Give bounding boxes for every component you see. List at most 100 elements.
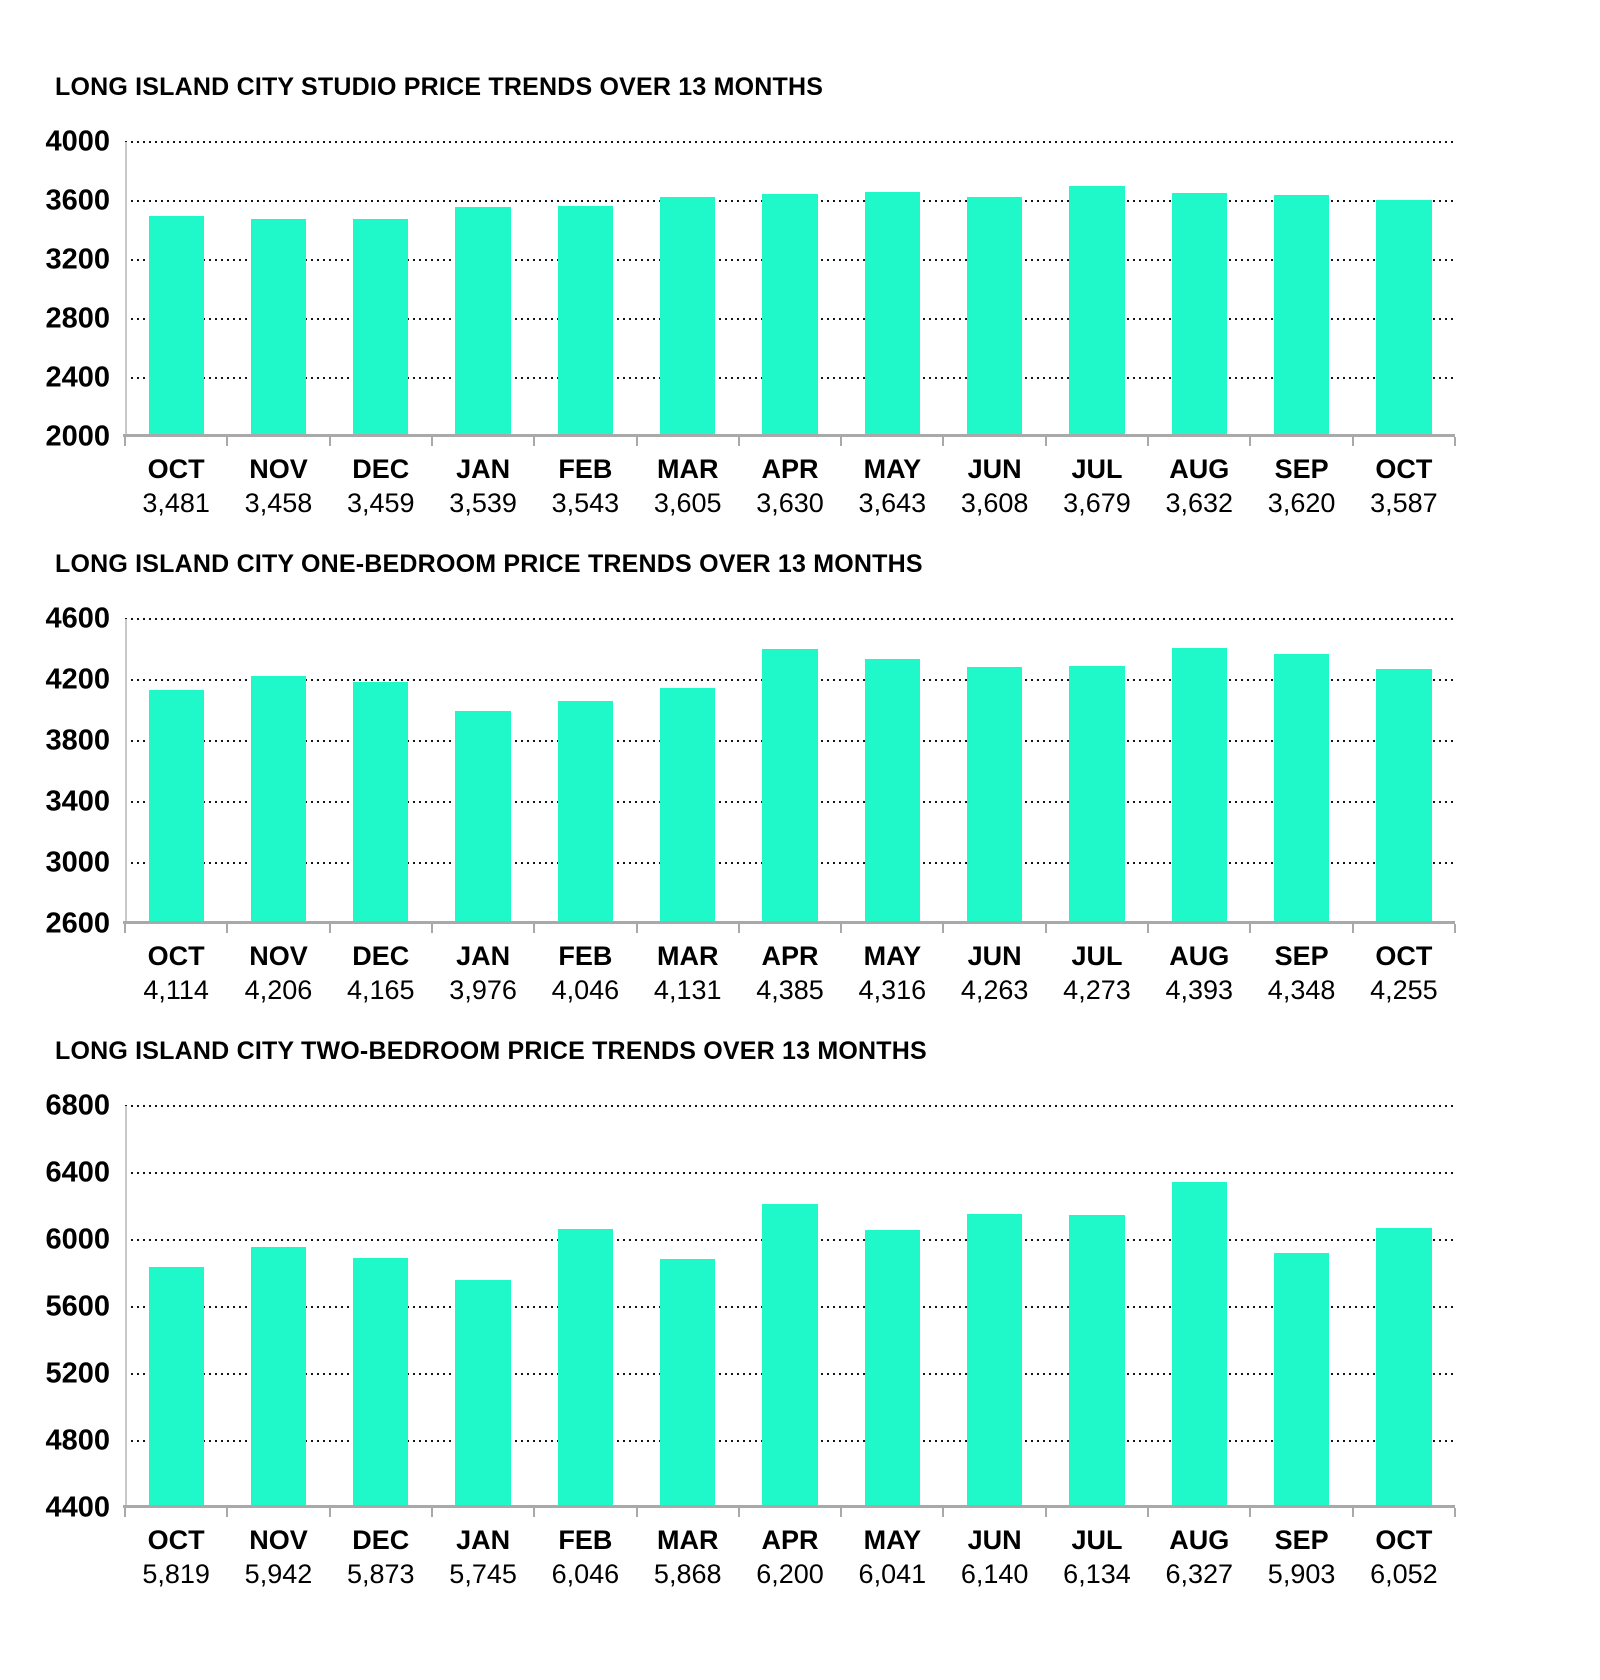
y-axis: 2000 2400 2800 3200 3600 4000 [0,126,110,453]
y-axis: 2600 3000 3400 3800 4200 4600 [0,603,110,940]
x-label-group: DEC 4,165 [330,940,432,1006]
bars-layer [125,142,1455,434]
bar [1171,193,1227,434]
bar-slot [432,619,534,921]
bars-layer [125,619,1455,921]
value-label: 5,942 [244,1559,313,1589]
month-label: SEP [1274,1525,1329,1555]
bar [967,196,1023,434]
value-label: 4,114 [143,975,209,1005]
month-label: OCT [147,941,205,971]
value-label: 3,458 [244,488,313,518]
value-label: 5,903 [1267,1559,1336,1589]
value-label: 4,385 [756,975,824,1005]
value-label: 3,620 [1267,488,1336,518]
bar [455,1279,511,1505]
value-label: 6,200 [756,1559,824,1589]
bar [1376,199,1432,434]
month-label: MAR [656,941,719,971]
x-axis-line [123,1505,1455,1508]
bar-slot [534,1106,636,1505]
x-label-group: OCT 4,255 [1353,940,1455,1006]
bar [1273,195,1330,434]
bar [864,191,920,434]
bar-slot [1148,1106,1250,1505]
value-label: 3,630 [756,488,824,518]
bar [1376,668,1432,921]
x-label-group: AUG 4,393 [1148,940,1250,1006]
month-label: JUN [967,454,1022,484]
month-label: AUG [1169,454,1230,484]
bar [353,218,409,434]
value-label: 4,316 [858,975,927,1005]
bar-slot [1353,142,1455,434]
bar-slot [1250,619,1352,921]
x-axis-tick [1351,924,1354,933]
value-label: 3,632 [1165,488,1234,518]
x-axis-tick [124,437,126,446]
plot-area [123,141,1456,446]
bar [660,687,716,921]
bar [1069,186,1125,434]
month-label: FEB [558,1525,613,1555]
x-axis-tick [124,1508,126,1517]
bar-slot [1046,142,1148,434]
x-label-group: DEC 3,459 [330,453,432,519]
gridline [125,1105,1455,1107]
month-label: FEB [558,941,613,971]
bar-slot [534,142,636,434]
bar [864,1230,920,1505]
bar-slot [739,142,841,434]
value-label: 4,165 [346,975,415,1005]
y-axis-tick-label: 5600 [45,1290,110,1323]
x-label-group: JUL 3,679 [1046,453,1148,519]
x-label-group: JUN 4,263 [944,940,1046,1006]
month-label: AUG [1169,941,1230,971]
x-label-group: NOV 5,942 [227,1524,329,1590]
y-axis-tick-label: 3800 [45,724,110,757]
plot-area [123,1105,1456,1517]
bar-slot [1353,619,1455,921]
y-axis-tick-label: 6400 [45,1156,110,1189]
x-axis-tick [1147,924,1150,933]
month-label: JUL [1071,941,1123,971]
bar-slot [637,142,739,434]
bar-slot [1353,1106,1455,1505]
month-label: MAY [863,454,922,484]
one-bedroom-price-chart: LONG ISLAND CITY ONE-BEDROOM PRICE TREND… [0,549,1600,1006]
y-axis-tick-label: 3400 [45,785,110,818]
bar [353,1258,409,1505]
x-axis-tick [737,924,740,933]
gridline [125,618,1455,620]
x-label-group: FEB 3,543 [534,453,636,519]
month-label: AUG [1169,1525,1230,1555]
month-label: JAN [456,1525,511,1555]
x-label-group: JUL 6,134 [1046,1524,1148,1590]
y-axis-tick-label: 6800 [45,1089,110,1122]
x-label-group: MAR 4,131 [637,940,739,1006]
x-axis-tick [533,437,536,446]
x-axis-line [123,434,1455,437]
value-label: 3,605 [653,488,722,518]
bar-slot [330,142,432,434]
bar [353,682,409,921]
chart-body: 2000 2400 2800 3200 3600 4000 [0,126,1600,453]
x-axis-tick [533,924,536,933]
x-label-group: SEP 4,348 [1250,940,1352,1006]
month-label: JUL [1071,1525,1123,1555]
x-label-group: NOV 3,458 [227,453,329,519]
x-label-group: OCT 3,587 [1353,453,1455,519]
bar-slot [432,142,534,434]
bar [762,193,818,434]
gridline [125,1172,1455,1174]
month-label: OCT [1375,454,1433,484]
value-label: 3,543 [551,488,620,518]
bar-slot [227,1106,329,1505]
bar [864,659,920,921]
month-label: DEC [352,1525,410,1555]
x-axis-tick [942,437,945,446]
two-bedroom-price-chart: LONG ISLAND CITY TWO-BEDROOM PRICE TREND… [0,1036,1600,1590]
bar-slot [1148,142,1250,434]
bar-slot [432,1106,534,1505]
month-label: APR [761,454,819,484]
